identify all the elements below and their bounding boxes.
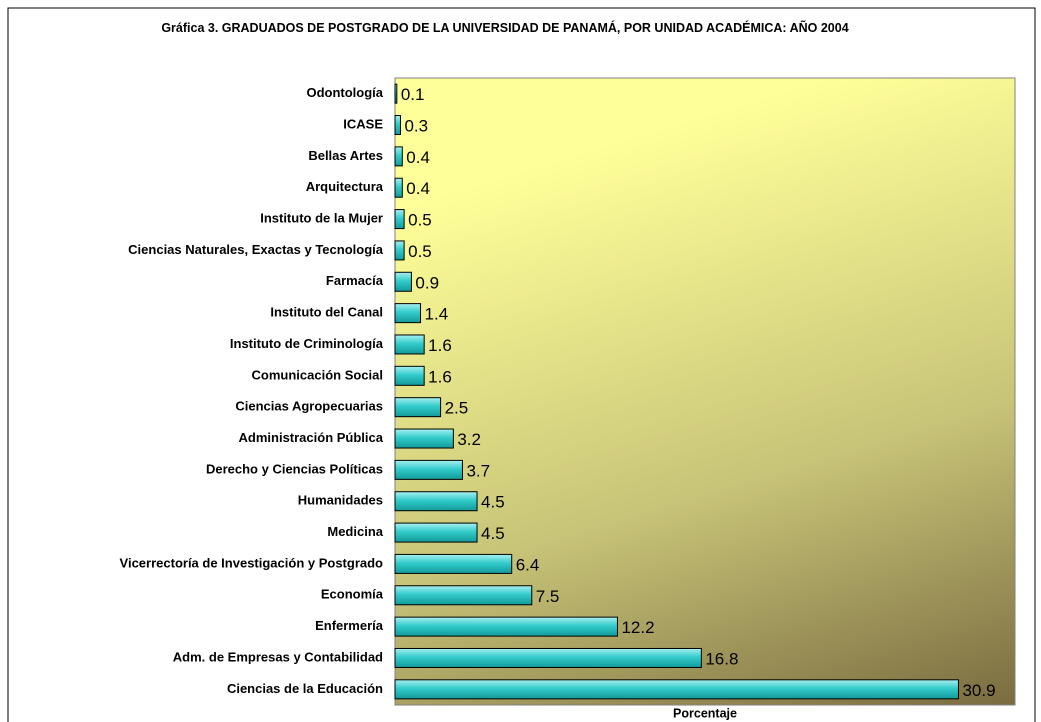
value-label: 12.2 [621,618,654,637]
value-label: 0.3 [404,117,428,136]
y-tick-label: Instituto de la Mujer [260,211,383,226]
y-tick-label: Adm. de Empresas y Contabilidad [173,649,383,664]
y-tick-label: Medicina [327,524,383,539]
y-tick-label: Arquitectura [306,179,384,194]
bar [394,491,478,512]
bar [394,679,959,700]
value-label: 3.7 [466,461,490,480]
y-tick-label: Comunicación Social [252,367,383,382]
chart-title: Gráfica 3. GRADUADOS DE POSTGRADO DE LA … [161,21,849,35]
y-tick-label: Odontología [306,85,383,100]
bar [394,553,513,574]
bar [394,115,401,136]
value-label: 0.5 [408,242,432,261]
bar [394,365,425,386]
value-label: 4.5 [481,524,505,543]
value-label: 3.2 [457,430,481,449]
bar [394,397,442,418]
y-tick-label: ICASE [343,116,383,131]
plot-area [394,77,1016,706]
bar [394,177,403,198]
bar [394,146,403,167]
bar [394,83,398,104]
y-tick-label: Ciencias Agropecuarias [235,399,383,414]
y-tick-label: Vicerrectoría de Investigación y Postgra… [120,555,384,570]
y-tick-label: Economía [321,587,384,602]
bar [394,522,478,543]
value-label: 2.5 [445,399,469,418]
y-tick-label: Instituto de Criminología [230,336,384,351]
value-label: 7.5 [536,587,560,606]
bar [394,459,463,480]
bar [394,616,618,637]
value-label: 4.5 [481,493,505,512]
y-tick-label: Administración Pública [239,430,384,445]
y-tick-label: Bellas Artes [308,148,383,163]
bar [394,303,422,324]
bar [394,585,533,606]
value-label: 30.9 [962,681,995,700]
value-label: 1.4 [425,305,449,324]
value-label: 6.4 [516,555,540,574]
value-label: 0.4 [406,179,430,198]
y-tick-label: Farmacía [326,273,384,288]
value-label: 16.8 [705,649,738,668]
bar [394,271,412,292]
bar [394,240,405,261]
bar [394,428,454,449]
y-tick-label: Humanidades [298,493,383,508]
bar [394,334,425,355]
bar [394,647,702,668]
y-tick-label: Ciencias Naturales, Exactas y Tecnología [128,242,384,257]
x-axis-label: Porcentaje [673,706,737,720]
y-tick-label: Instituto del Canal [270,305,383,320]
value-label: 1.6 [428,336,452,355]
value-label: 0.9 [415,273,439,292]
value-label: 0.4 [406,148,430,167]
y-tick-label: Enfermería [315,618,384,633]
value-label: 0.1 [401,85,425,104]
value-label: 0.5 [408,211,432,230]
y-tick-label: Derecho y Ciencias Políticas [206,461,383,476]
y-tick-label: Ciencias de la Educación [227,681,383,696]
bar [394,209,405,230]
value-label: 1.6 [428,367,452,386]
